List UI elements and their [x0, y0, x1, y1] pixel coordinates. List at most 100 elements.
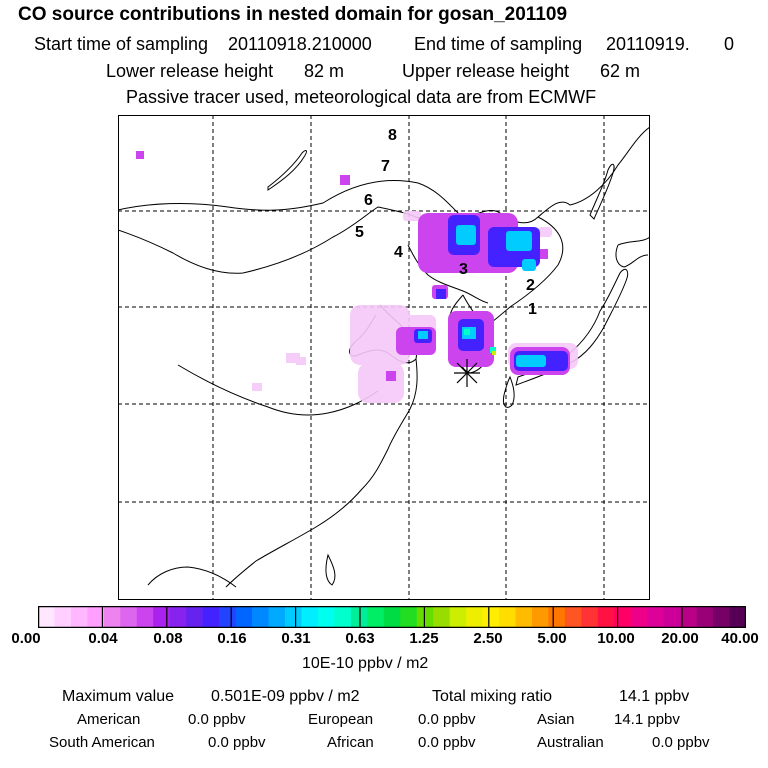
colorbar-cell	[169, 606, 187, 628]
colorbar-cell	[531, 606, 550, 628]
colorbar-cell	[136, 606, 154, 628]
cbar-tick: 10.00	[597, 630, 635, 647]
russia-maritime-coast	[487, 216, 564, 326]
colorbar-cell	[268, 606, 286, 628]
china-east-coast	[225, 358, 418, 588]
upper-release-value: 62 m	[600, 61, 641, 81]
colorbar-tick-lines	[101, 606, 683, 628]
south-border	[147, 566, 237, 588]
sakhalin	[589, 163, 615, 220]
colorbar-cell	[400, 606, 418, 628]
max-value-label: Maximum value	[62, 688, 175, 705]
colorbar-cell	[153, 606, 171, 628]
colorbar-cell	[301, 606, 319, 628]
cbar-tick: 5.00	[537, 630, 567, 647]
traj-label-4: 4	[394, 244, 403, 261]
colorbar-cell	[202, 606, 220, 628]
end-time-value: 20110919.	[606, 34, 690, 54]
inland-border	[177, 364, 379, 416]
region-value: 0.0 ppbv	[208, 734, 266, 751]
colorbar-cell	[564, 606, 582, 628]
colorbar-cell	[350, 606, 368, 628]
colorbar-cell	[597, 606, 615, 628]
region-name: American	[77, 711, 141, 728]
region-value: 0.0 ppbv	[652, 734, 710, 751]
colorbar-cell	[680, 606, 698, 628]
colorbar-cell	[713, 606, 731, 628]
region-name: African	[327, 734, 374, 751]
colorbar-cell	[663, 606, 681, 628]
colorbar-cells	[38, 606, 746, 628]
end-time-label: End time of sampling	[414, 34, 583, 54]
figure-title: CO source contributions in nested domain…	[18, 4, 568, 25]
start-time-value: 20110918.210000	[228, 34, 372, 54]
lower-release-label: Lower release height	[106, 61, 274, 81]
cbar-tick: 0.16	[217, 630, 247, 647]
total-mixing-value: 14.1 ppbv	[619, 688, 690, 705]
traj-label-1: 1	[528, 301, 537, 318]
colorbar	[38, 606, 746, 628]
traj-label-8: 8	[388, 127, 397, 144]
colorbar-cell	[433, 606, 451, 628]
colorbar-cell	[367, 606, 385, 628]
colorbar-cell	[383, 606, 401, 628]
end-time-suffix: 0	[724, 34, 735, 54]
colorbar-cell	[38, 606, 56, 628]
colorbar-cell	[87, 606, 105, 628]
colorbar-cell	[466, 606, 484, 628]
lower-release-value: 82 m	[304, 61, 345, 81]
traj-label-2: 2	[526, 277, 535, 294]
china-northeast-border	[407, 244, 489, 304]
traj-label-6: 6	[364, 192, 373, 209]
colorbar-unit: 10E-10 ppbv / m2	[302, 655, 429, 672]
colorbar-cell	[284, 606, 303, 628]
cbar-tick: 20.00	[661, 630, 699, 647]
colorbar-cell	[614, 606, 632, 628]
colorbar-cell	[235, 606, 253, 628]
max-value: 0.501E-09 ppbv / m2	[211, 688, 360, 705]
colorbar-cell	[630, 606, 648, 628]
colorbar-cell	[499, 606, 517, 628]
colorbar-cell	[54, 606, 72, 628]
colorbar-cell	[70, 606, 88, 628]
cbar-tick: 1.25	[409, 630, 439, 647]
region-name: Asian	[537, 711, 575, 728]
cbar-tick: 0.63	[345, 630, 375, 647]
cbar-tick: 0.08	[153, 630, 183, 647]
tracer-note: Passive tracer used, meteorological data…	[126, 87, 597, 107]
region-value: 14.1 ppbv	[614, 711, 680, 728]
receptor-asterisk-icon	[454, 359, 480, 387]
region-name: Australian	[537, 734, 604, 751]
colorbar-cell	[581, 606, 599, 628]
region-value: 0.0 ppbv	[418, 734, 476, 751]
colorbar-cell	[219, 606, 237, 628]
traj-label-5: 5	[355, 224, 364, 241]
colorbar-cell	[548, 606, 566, 628]
taiwan	[325, 553, 336, 586]
colorbar-cell	[252, 606, 270, 628]
colorbar-cell	[416, 606, 434, 628]
total-mixing-label: Total mixing ratio	[432, 688, 553, 705]
upper-release-label: Upper release height	[402, 61, 570, 81]
cbar-tick: 2.50	[473, 630, 503, 647]
start-time-label: Start time of sampling	[34, 34, 209, 54]
colorbar-cell	[482, 606, 500, 628]
traj-label-3: 3	[459, 261, 468, 278]
lake-baikal	[267, 149, 307, 191]
traj-label-7: 7	[381, 158, 390, 175]
trajectory-labels: 1 2 3 4 5 6 7 8	[355, 127, 537, 318]
colorbar-cell	[186, 606, 204, 628]
colorbar-cell	[729, 606, 746, 628]
region-name: South American	[49, 734, 155, 751]
colorbar-cell	[103, 606, 121, 628]
region-name: European	[308, 711, 374, 728]
cbar-tick: 40.00	[721, 630, 759, 647]
map-panel: 1 2 3 4 5 6 7 8	[118, 115, 650, 600]
japan-hokkaido	[615, 236, 650, 268]
colorbar-cell	[515, 606, 533, 628]
colorbar-cell	[647, 606, 665, 628]
cbar-tick: 0.00	[11, 630, 41, 647]
colorbar-cell	[317, 606, 335, 628]
colorbar-cell	[120, 606, 138, 628]
cbar-tick: 0.04	[88, 630, 118, 647]
